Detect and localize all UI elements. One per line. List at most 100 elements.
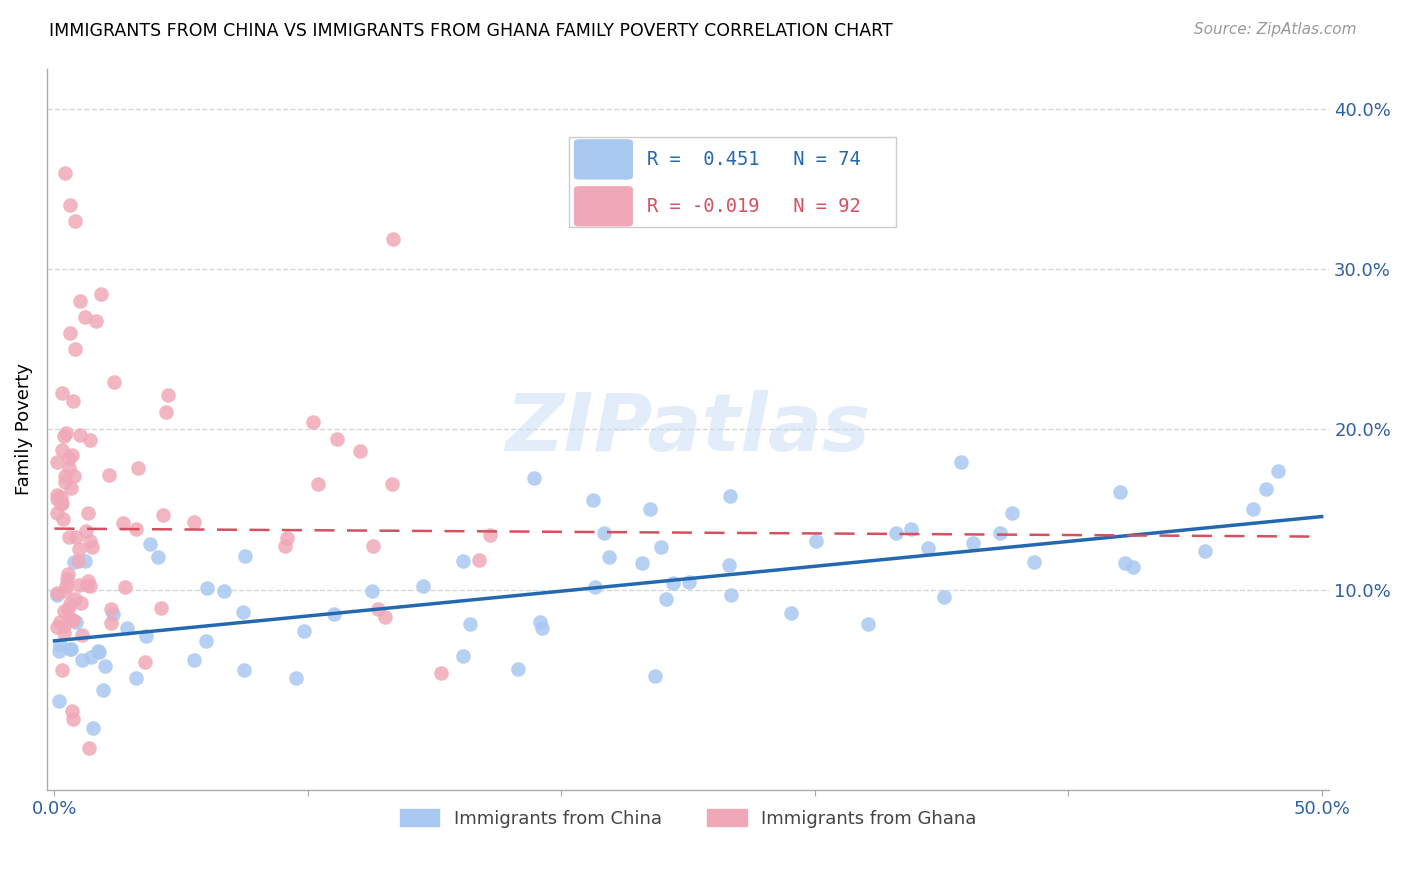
Point [82,721,104,735]
Point [644,669,666,683]
Point [51,496,73,510]
Point [73,554,96,568]
Point [988,525,1011,540]
Point [63,214,86,228]
Point [59,198,82,212]
Point [46,506,69,520]
Text: R = -0.019   N = 92: R = -0.019 N = 92 [647,197,860,216]
Point [598,550,620,565]
Point [70,628,93,642]
Point [934,590,956,604]
Point [638,502,661,516]
Point [48,615,70,629]
Point [53,604,76,618]
Point [62,613,84,627]
Point [451,648,474,663]
Point [51,386,73,401]
Point [127,460,149,475]
Point [655,592,678,607]
FancyBboxPatch shape [569,137,896,227]
Point [60,613,83,627]
Point [59,326,82,340]
Point [94,659,117,673]
Point [46,588,69,602]
Point [125,672,148,686]
Point [52,626,75,640]
Point [75,524,97,539]
Point [780,606,803,620]
Point [46,620,69,634]
Legend: Immigrants from China, Immigrants from Ghana: Immigrants from China, Immigrants from G… [392,802,984,835]
Point [48,694,70,708]
Point [381,232,404,246]
Point [139,537,162,551]
Point [103,376,125,390]
Point [60,705,83,719]
Point [479,528,502,542]
Point [53,475,76,490]
Point [51,491,73,505]
Point [53,584,76,599]
Point [53,429,76,443]
Point [1109,484,1132,499]
Point [292,624,315,639]
Point [661,576,683,591]
Point [183,653,205,667]
Point [55,579,77,593]
Point [582,492,605,507]
Point [1114,556,1136,570]
Point [62,468,84,483]
Point [62,712,84,726]
Point [58,460,80,475]
Point [307,477,329,491]
Point [67,554,90,568]
Point [156,388,179,402]
Point [100,601,122,615]
Point [1256,483,1278,497]
Point [62,394,84,409]
Point [87,645,110,659]
Point [97,468,120,483]
Point [114,580,136,594]
Point [1194,544,1216,558]
Point [949,455,972,469]
Point [76,578,98,592]
Point [56,567,79,582]
Point [276,531,298,545]
Point [233,549,256,563]
Point [273,539,295,553]
Point [531,621,554,635]
Point [53,468,76,483]
Point [53,166,76,180]
FancyBboxPatch shape [574,186,633,227]
Point [1267,464,1289,478]
Point [367,601,389,615]
Point [900,522,922,536]
Point [1001,506,1024,520]
Point [135,629,157,643]
Point [77,574,100,588]
Point [63,555,86,569]
Point [458,617,481,632]
Point [79,433,101,447]
Point [59,481,82,495]
Point [363,539,385,553]
Point [59,597,82,611]
Point [1241,501,1264,516]
Point [73,310,96,324]
Point [134,655,156,669]
Point [453,554,475,568]
Point [678,575,700,590]
Point [79,578,101,592]
Point [593,525,616,540]
Point [529,615,551,630]
Point [52,512,75,526]
Point [56,602,79,616]
Point [69,293,91,308]
Point [326,432,349,446]
Point [360,584,382,599]
Point [111,516,134,530]
Y-axis label: Family Poverty: Family Poverty [15,363,32,495]
Point [58,451,80,466]
Point [63,592,86,607]
